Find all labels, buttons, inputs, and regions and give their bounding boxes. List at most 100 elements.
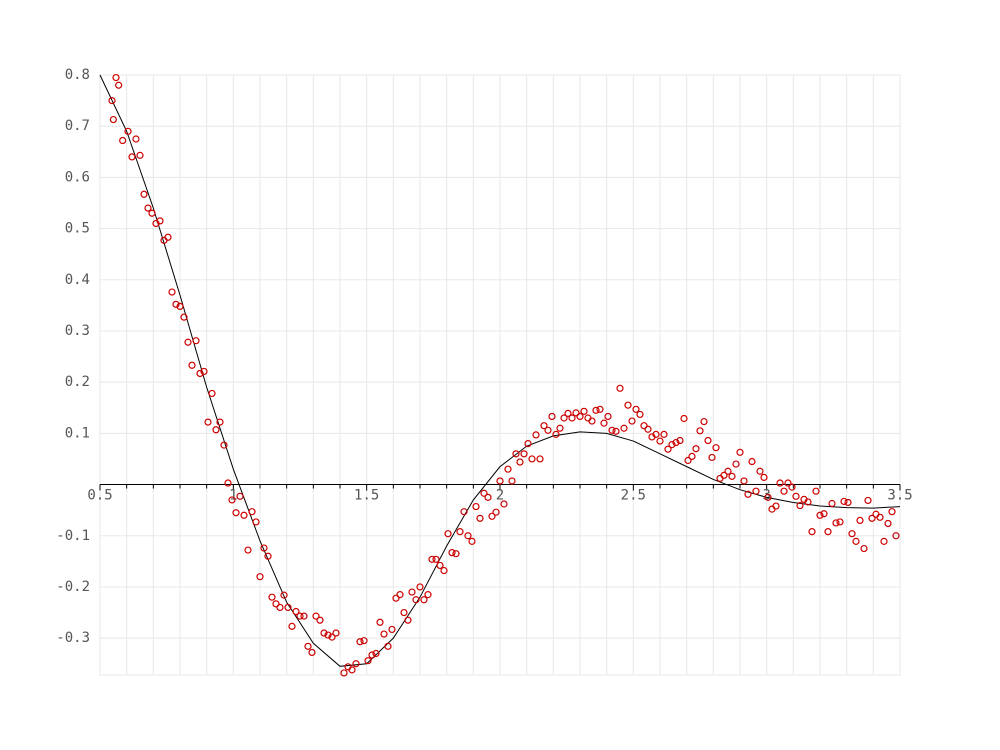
data-point [448,549,456,557]
data-point [720,471,728,479]
data-point [588,417,596,425]
data-point [264,552,272,560]
data-point [832,519,840,527]
data-point [400,608,408,617]
data-point [640,422,648,430]
data-point [236,492,244,500]
data-point [280,591,288,599]
data-point [288,622,296,630]
data-point [109,115,117,124]
data-point [712,444,720,452]
data-point [580,407,588,415]
data-point [628,417,636,425]
data-point [252,518,260,526]
data-point [332,629,340,637]
data-point [176,302,184,310]
data-point [796,501,804,510]
data-point [780,487,788,495]
data-point [736,448,744,456]
y-tick-label: 0.2 [65,374,90,390]
data-point [112,73,120,82]
data-point [172,300,180,308]
data-point [220,441,228,449]
data-point [820,510,828,518]
data-point [548,412,556,421]
fit-line [99,74,901,667]
data-point [232,509,240,517]
data-point [168,288,176,296]
y-tick-label: -0.2 [56,579,90,595]
data-point [848,530,856,538]
data-point [776,479,784,487]
data-point [140,190,148,198]
data-point [304,642,312,650]
data-point [668,441,676,449]
data-point [292,607,300,616]
data-point [244,546,252,554]
data-point [524,440,532,448]
x-tick-label: 0.5 [87,488,112,504]
data-point [144,204,152,212]
data-point [328,633,336,641]
data-point [632,405,640,413]
data-point [716,474,724,483]
data-point [528,455,536,463]
data-point [604,412,612,421]
data-point [124,127,132,135]
data-point [876,513,884,521]
data-point [792,492,800,500]
data-point [564,409,572,417]
data-point [868,514,876,522]
data-point [624,401,632,409]
data-point [856,516,864,524]
data-point [672,438,680,447]
data-point [600,419,608,427]
data-point [732,460,740,468]
data-point [788,483,796,491]
data-point [480,489,488,497]
data-point [316,616,324,624]
data-point [756,467,764,475]
data-point [872,510,880,518]
data-point [428,555,436,563]
data-point [884,519,892,528]
data-point [492,508,500,516]
y-tick-label: -0.3 [56,630,90,646]
data-point [708,453,716,462]
data-point [136,151,144,159]
x-tick-label: 2.5 [621,488,646,504]
y-tick-label: 0.1 [65,425,90,441]
data-point [296,612,304,620]
data-point [724,467,732,475]
data-point [744,490,752,498]
data-point [340,669,348,677]
data-point [520,450,528,458]
data-point [300,612,308,620]
data-point [552,430,560,438]
data-point [828,499,836,508]
data-point [344,663,352,671]
data-point [228,496,236,504]
data-point [764,493,772,501]
data-point [404,616,412,624]
data-point [148,209,156,217]
data-point [128,153,136,161]
data-point [119,136,127,145]
data-point [688,452,696,460]
data-point [276,603,284,612]
data-point [840,497,848,506]
data-point [272,600,280,608]
data-point [268,593,276,601]
data-point [132,135,140,143]
y-tick-label: 0.5 [65,221,90,237]
data-point [108,96,116,105]
data-point [260,544,268,552]
y-tick-label: 0.4 [65,272,90,288]
data-point [576,412,584,421]
data-point [360,637,368,645]
data-point [752,487,760,495]
data-point [692,445,700,453]
data-point [612,427,620,435]
data-point [192,337,200,345]
